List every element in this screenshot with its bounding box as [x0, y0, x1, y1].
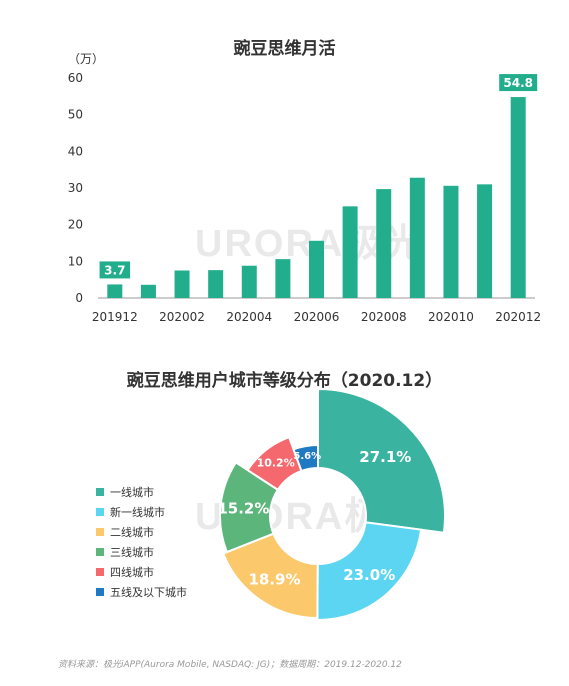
pie-chart-title: 豌豆思维用户城市等级分布（2020.12）	[126, 371, 443, 391]
legend-swatch	[96, 568, 104, 576]
data-label-box	[99, 261, 131, 279]
y-tick-label: 30	[68, 181, 83, 195]
legend-swatch	[96, 488, 104, 496]
bar	[376, 189, 392, 298]
x-tick-label: 202010	[428, 310, 474, 324]
legend-item: 新一线城市	[96, 502, 187, 522]
legend-swatch	[96, 588, 104, 596]
x-tick-label: 202002	[159, 310, 205, 324]
legend-swatch	[96, 508, 104, 516]
pie-slice	[316, 521, 423, 621]
bar	[140, 284, 156, 298]
legend-swatch	[96, 548, 104, 556]
slice-label: 5.6%	[293, 451, 321, 462]
y-tick-label: 0	[75, 291, 83, 305]
x-tick-label: 202006	[294, 310, 340, 324]
legend-label: 五线及以下城市	[110, 586, 187, 599]
pie-slice	[317, 387, 446, 534]
bar	[309, 240, 324, 298]
pie-slice	[219, 461, 280, 554]
slice-label: 15.2%	[217, 499, 269, 517]
legend-item: 五线及以下城市	[96, 582, 187, 602]
data-label-box	[499, 74, 538, 92]
data-label: 3.7	[104, 263, 125, 277]
slice-label: 23.0%	[343, 566, 395, 584]
data-label: 54.8	[503, 76, 533, 90]
y-tick-label: 50	[68, 108, 83, 122]
pie-slice	[246, 435, 303, 492]
x-tick-label: 202004	[226, 310, 272, 324]
slice-label: 27.1%	[359, 448, 411, 466]
bar	[443, 185, 459, 298]
bar-chart: 0 10 20 30 40 50 60 201912 202002 202004 202006 202…	[68, 71, 541, 324]
legend-item: 二线城市	[96, 522, 187, 542]
legend-swatch	[96, 528, 104, 536]
bar	[409, 177, 425, 298]
y-axis-unit: （万）	[68, 52, 105, 66]
y-tick-label: 40	[68, 144, 83, 158]
source-note: 资料来源：极光iAPP(Aurora Mobile, NASDAQ: JG)；数…	[58, 660, 402, 670]
legend-label: 三线城市	[110, 546, 154, 559]
bar	[510, 97, 526, 298]
x-tick-label: 202012	[495, 310, 541, 324]
legend-item: 一线城市	[96, 482, 187, 502]
bar	[107, 284, 123, 298]
slice-label: 18.9%	[248, 571, 300, 589]
pie-slice	[292, 443, 319, 473]
legend-label: 四线城市	[110, 566, 154, 579]
pie-chart: 27.1% 23.0% 18.9% 15.2% 10.2%5.6%	[217, 387, 446, 621]
slice-label: 10.2%	[257, 456, 295, 469]
y-tick-label: 10	[68, 254, 83, 268]
x-tick-label: 202008	[361, 310, 407, 324]
bar	[174, 270, 190, 298]
y-tick-label: 60	[68, 71, 83, 85]
pie-legend: 一线城市 新一线城市 二线城市 三线城市 四线城市 五线及以下城市	[96, 482, 187, 602]
bar	[275, 259, 291, 298]
y-tick-label: 20	[68, 218, 83, 232]
bar	[208, 270, 224, 298]
bar-chart-title: 豌豆思维月活	[233, 39, 336, 59]
bar	[342, 206, 358, 298]
legend-label: 二线城市	[110, 526, 154, 539]
legend-item: 三线城市	[96, 542, 187, 562]
pie-slice	[221, 532, 319, 620]
legend-label: 一线城市	[110, 486, 154, 499]
bar	[477, 184, 493, 298]
bar	[241, 265, 257, 298]
legend-item: 四线城市	[96, 562, 187, 582]
x-tick-label: 201912	[92, 310, 138, 324]
legend-label: 新一线城市	[110, 506, 165, 519]
